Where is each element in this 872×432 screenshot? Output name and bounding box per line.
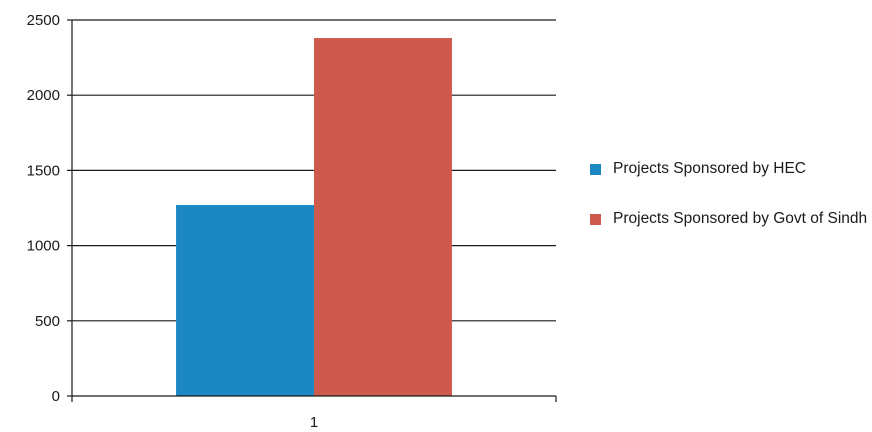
legend-label-govt-sindh: Projects Sponsored by Govt of Sindh — [613, 210, 868, 227]
x-axis-tick-labels: 1 — [310, 414, 318, 431]
y-tick-label-2500: 2500 — [27, 12, 60, 29]
legend-swatch-govt-sindh — [590, 214, 601, 225]
y-tick-label-1000: 1000 — [27, 238, 60, 255]
legend-swatch-hec — [590, 164, 601, 175]
x-tick-label-1: 1 — [310, 414, 318, 431]
legend-item-hec: Projects Sponsored by HEC — [590, 158, 870, 180]
y-tick-label-1500: 1500 — [27, 162, 60, 179]
bars — [176, 38, 452, 396]
legend: Projects Sponsored by HEC Projects Spons… — [590, 158, 870, 258]
y-tick-label-2000: 2000 — [27, 87, 60, 104]
y-tick-label-500: 500 — [35, 313, 60, 330]
legend-label-hec: Projects Sponsored by HEC — [613, 160, 806, 177]
y-tick-label-0: 0 — [52, 388, 60, 405]
axes — [67, 19, 557, 402]
y-axis-tick-labels: 0 500 1000 1500 2000 2500 — [27, 12, 60, 405]
legend-item-govt-sindh: Projects Sponsored by Govt of Sindh — [590, 208, 870, 230]
bar-hec-1 — [176, 204, 314, 396]
bar-govt-sindh-1 — [314, 38, 452, 396]
